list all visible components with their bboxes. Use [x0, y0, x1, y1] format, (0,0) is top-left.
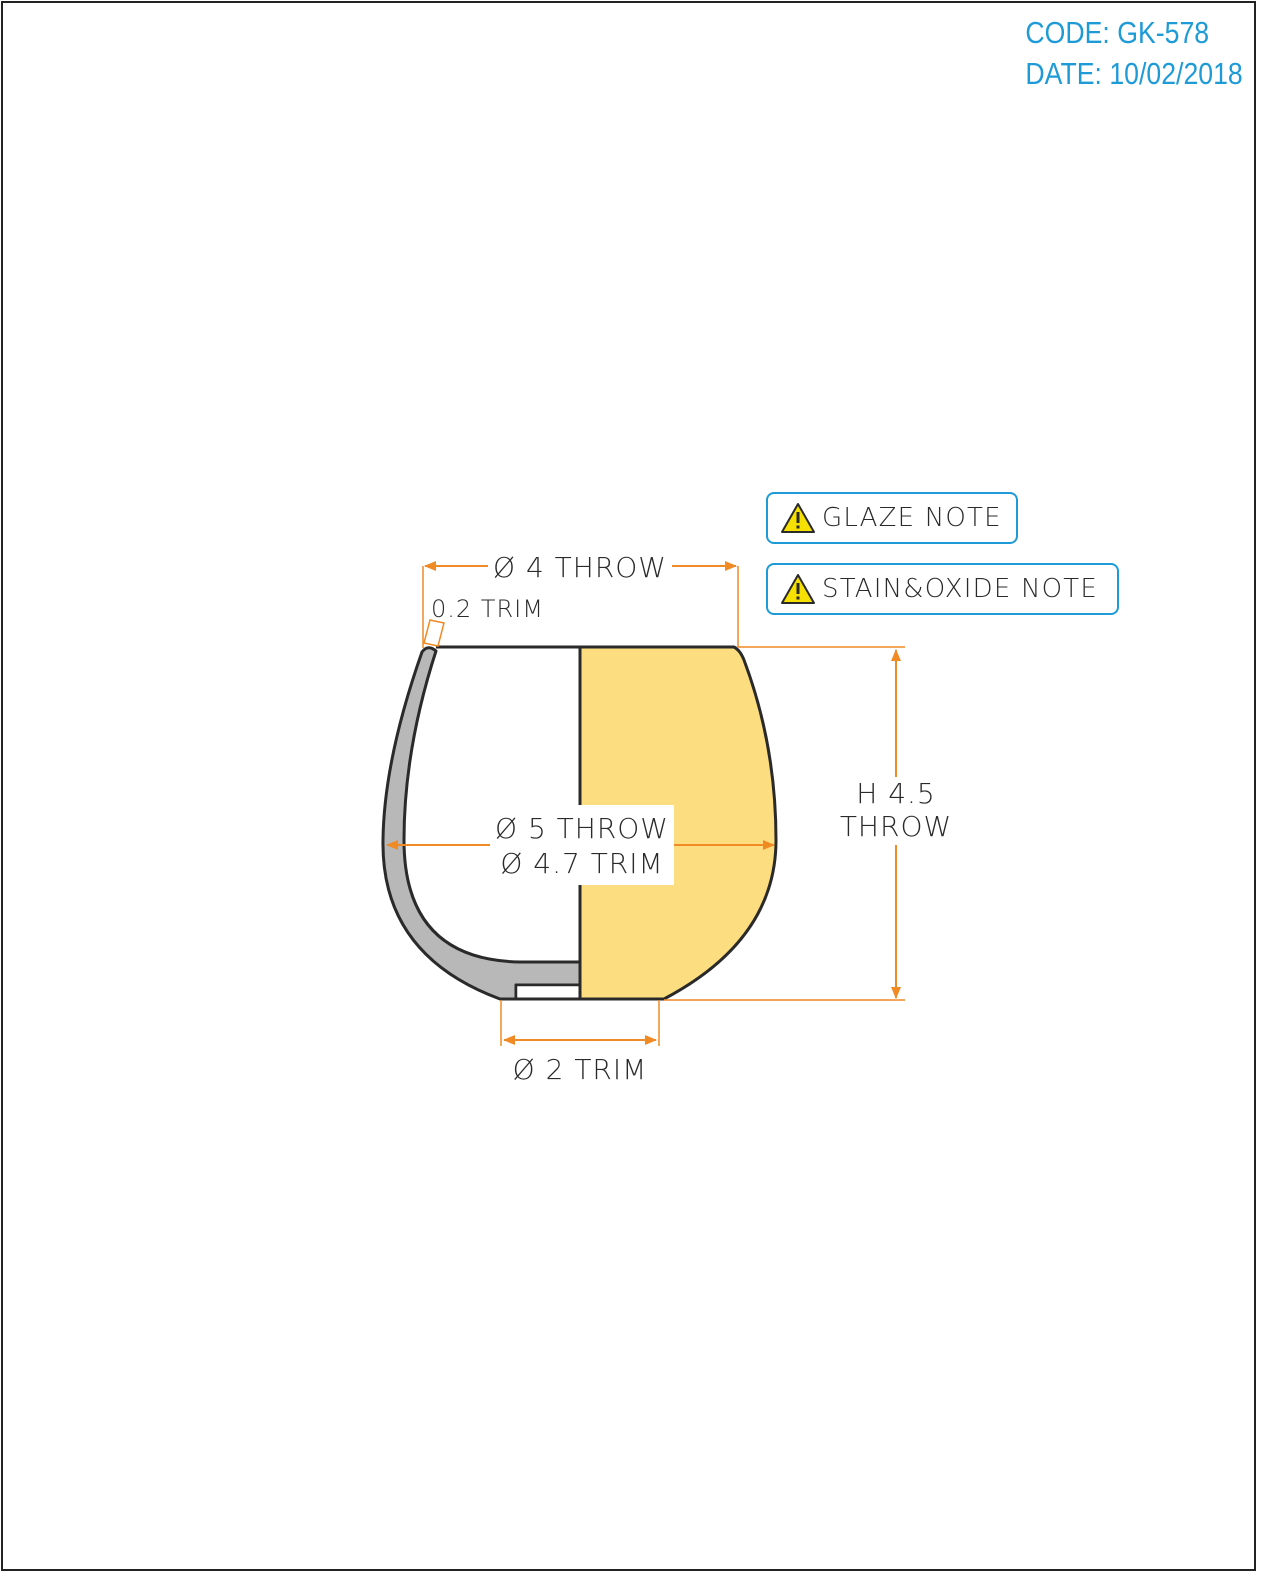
- date-label: DATE: 10/02/2018: [1025, 56, 1243, 91]
- top-diameter-label: Ø 4 THROW: [493, 551, 667, 584]
- foot-ring-gap: [514, 983, 582, 1001]
- stain-oxide-note-label: STAIN&OXIDE NOTE: [822, 574, 1098, 604]
- pot-exterior-half: [578, 645, 778, 1001]
- height-label-line2: THROW: [840, 810, 952, 843]
- glaze-note-button[interactable]: GLAZE NOTE: [766, 492, 1018, 544]
- warning-triangle-icon: [781, 503, 815, 533]
- max-diameter-label-box: [490, 805, 674, 885]
- code-label: CODE: GK-578: [1025, 15, 1210, 50]
- height-label-box: [846, 777, 946, 845]
- foot-diameter-label: Ø 2 TRIM: [513, 1053, 648, 1086]
- stain-oxide-note-button[interactable]: STAIN&OXIDE NOTE: [766, 563, 1119, 615]
- glaze-note-label: GLAZE NOTE: [822, 503, 1002, 533]
- warning-triangle-icon: [781, 574, 815, 604]
- pot-wall-section: [381, 646, 582, 1001]
- height-label-line1: H 4.5: [856, 777, 935, 810]
- title-block: CODE: GK-578 DATE: 10/02/2018: [1026, 12, 1243, 94]
- max-diameter-throw-label: Ø 5 THROW: [495, 812, 669, 845]
- max-diameter-trim-label: Ø 4.7 TRIM: [500, 847, 663, 880]
- wall-thickness-marker: [423, 619, 445, 647]
- wall-thickness-label: 0.2 TRIM: [431, 595, 544, 623]
